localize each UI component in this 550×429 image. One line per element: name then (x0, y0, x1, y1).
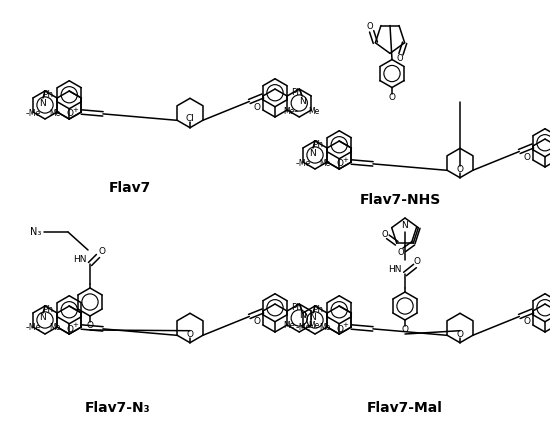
Text: O: O (414, 257, 421, 266)
Text: O: O (67, 109, 74, 118)
Text: +: + (72, 107, 78, 113)
Text: +: + (342, 322, 348, 328)
Text: N: N (40, 314, 46, 323)
Text: O: O (98, 248, 106, 257)
Text: Ph: Ph (312, 305, 323, 314)
Text: Me: Me (320, 158, 331, 167)
Text: Me: Me (309, 321, 320, 330)
Text: Me: Me (309, 106, 320, 115)
Text: O: O (254, 317, 260, 326)
Text: Me–: Me– (284, 321, 299, 330)
Text: O: O (396, 54, 403, 63)
Text: +: + (342, 157, 348, 163)
Text: –Me: –Me (295, 323, 311, 332)
Text: O: O (388, 93, 395, 102)
Text: Me: Me (50, 109, 60, 118)
Text: Flav7: Flav7 (109, 181, 151, 195)
Text: Cl: Cl (185, 114, 195, 123)
Text: Ph: Ph (291, 303, 302, 312)
Text: N: N (40, 99, 46, 108)
Text: O: O (86, 321, 94, 330)
Text: Flav7-N₃: Flav7-N₃ (85, 401, 151, 415)
Text: Ph: Ph (312, 140, 323, 149)
Text: –Me: –Me (25, 323, 41, 332)
Text: O: O (524, 152, 530, 161)
Text: O: O (524, 317, 530, 326)
Text: O: O (456, 165, 464, 174)
Text: HN: HN (388, 266, 401, 275)
Text: N: N (402, 221, 408, 230)
Text: HN: HN (73, 256, 87, 265)
Text: Me: Me (50, 323, 60, 332)
Text: Me–: Me– (284, 106, 299, 115)
Text: N: N (299, 311, 306, 320)
Text: N₃: N₃ (30, 227, 41, 237)
Text: Me: Me (320, 323, 331, 332)
Text: N: N (310, 148, 316, 157)
Text: O: O (456, 330, 464, 339)
Text: –Me: –Me (295, 158, 311, 167)
Text: Ph: Ph (42, 305, 53, 314)
Text: Flav7-NHS: Flav7-NHS (359, 193, 441, 207)
Text: +: + (72, 322, 78, 328)
Text: N: N (299, 97, 306, 106)
Text: N: N (310, 314, 316, 323)
Text: Ph: Ph (42, 90, 53, 99)
Text: Flav7-Mal: Flav7-Mal (367, 401, 443, 415)
Text: O: O (254, 103, 260, 112)
Text: O: O (367, 22, 373, 31)
Text: O: O (402, 326, 409, 335)
Text: O: O (337, 160, 344, 169)
Text: O: O (337, 324, 344, 333)
Text: –Me: –Me (25, 109, 41, 118)
Text: O: O (398, 248, 404, 257)
Text: Ph: Ph (291, 88, 302, 97)
Text: O: O (67, 324, 74, 333)
Text: O: O (381, 230, 388, 239)
Text: O: O (186, 330, 194, 339)
